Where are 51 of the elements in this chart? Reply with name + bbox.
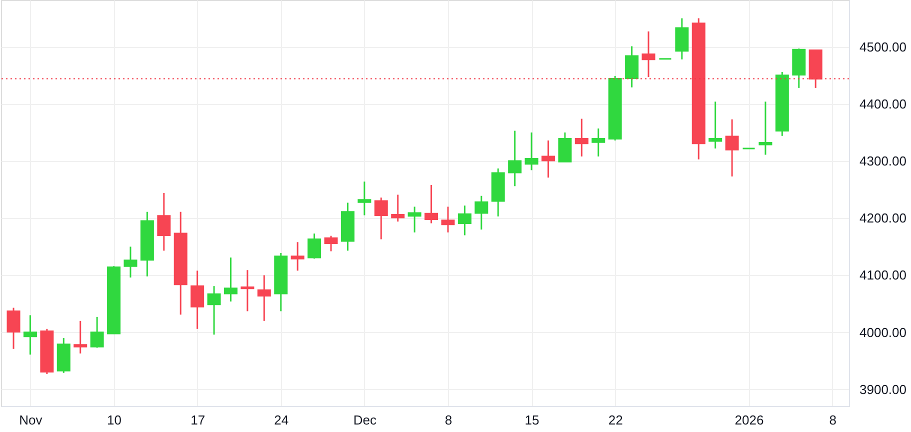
candlestick (441, 206, 455, 234)
candlestick (424, 184, 438, 224)
candlestick (374, 196, 388, 240)
y-tick-label: 4200.00 (860, 210, 906, 226)
candlestick (625, 46, 639, 88)
candlestick (574, 118, 588, 158)
candlestick (592, 128, 606, 158)
y-tick-label: 4400.00 (860, 96, 906, 112)
x-tick-label: 8 (829, 412, 836, 428)
candlestick (324, 235, 338, 252)
x-tick-label: 8 (444, 412, 452, 428)
candlestick (391, 194, 405, 222)
candlestick (758, 100, 772, 156)
candlestick (23, 314, 37, 356)
candlestick (157, 192, 171, 252)
candlestick (458, 204, 472, 236)
candlestick (6, 307, 20, 350)
candlestick (308, 232, 322, 260)
y-tick-label: 4100.00 (860, 268, 906, 283)
x-tick-label: 24 (274, 412, 289, 428)
candlestick (224, 256, 238, 302)
x-tick-label: 22 (608, 412, 623, 428)
x-tick-label: 2026 (734, 412, 764, 428)
candlestick (257, 274, 271, 322)
x-tick-label: 15 (524, 412, 540, 428)
candlestick (642, 30, 656, 78)
y-tick-label: 3900.00 (860, 382, 906, 397)
candlestick (74, 320, 88, 354)
x-tick-label: 17 (190, 412, 206, 428)
x-tick-label: 10 (107, 412, 122, 428)
x-tick-label: Nov (19, 412, 43, 428)
y-tick-label: 4000.00 (860, 324, 906, 340)
candlestick (541, 140, 555, 178)
candlestick (240, 269, 254, 312)
candlestick (190, 270, 204, 330)
candlestick (358, 180, 372, 216)
x-tick-label: Dec (353, 412, 377, 428)
candlestick (558, 132, 572, 162)
candlestick (708, 100, 722, 150)
candlestick (725, 118, 739, 178)
candlestick (675, 18, 689, 60)
candlestick (524, 132, 538, 171)
candlestick (290, 241, 304, 272)
candlestick (207, 285, 221, 336)
candlestick (474, 195, 488, 230)
candlestick (408, 206, 422, 234)
y-tick-label: 4500.00 (860, 39, 906, 54)
y-tick-label: 4300.00 (860, 154, 906, 169)
candlestick (90, 316, 104, 349)
candlestick (124, 246, 138, 278)
candlestick (508, 130, 522, 187)
